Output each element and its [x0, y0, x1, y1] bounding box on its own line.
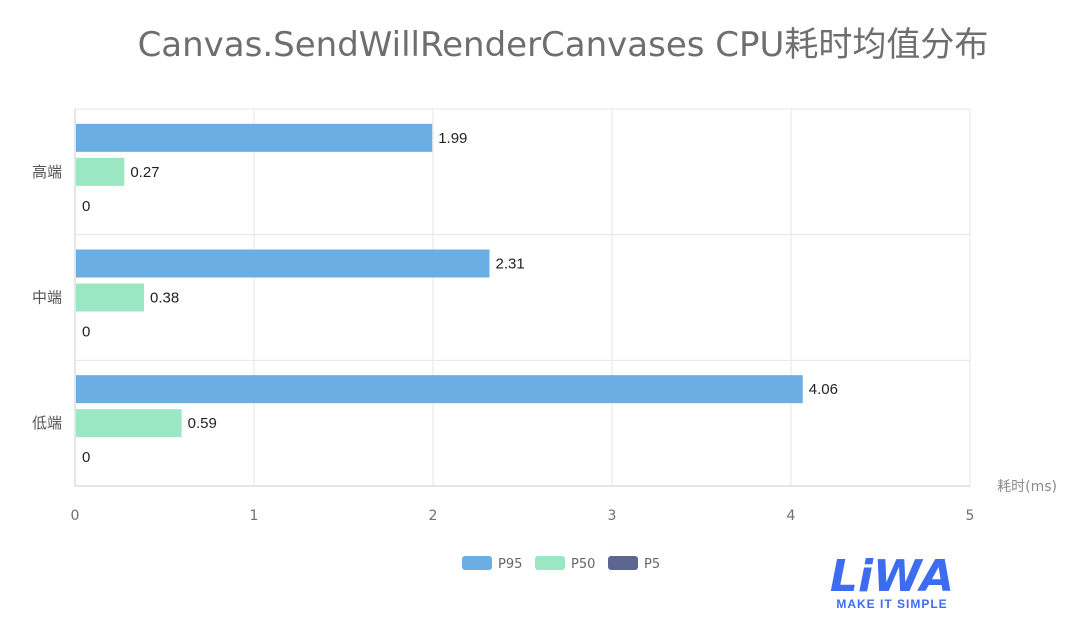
- bar-p95: [76, 123, 433, 152]
- bar-p50: [76, 283, 145, 312]
- legend-label-p95: P95: [498, 557, 522, 572]
- x-tick-label: 3: [608, 508, 617, 524]
- x-axis-unit-label: 耗时(ms): [997, 479, 1057, 495]
- bar-p50: [76, 409, 182, 438]
- x-tick-label: 2: [429, 508, 438, 524]
- data-label: 0: [82, 198, 90, 215]
- category-label: 高端: [32, 163, 62, 181]
- category-label: 中端: [32, 289, 62, 307]
- legend-swatch-p50: [535, 556, 565, 570]
- brand-logo: LiWA MAKE IT SIMPLE: [830, 551, 954, 611]
- data-label: 0: [82, 324, 90, 341]
- data-label: 0.38: [150, 290, 179, 307]
- data-label: 0: [82, 449, 90, 466]
- legend-swatch-p5: [608, 556, 638, 570]
- data-label: 0.27: [130, 164, 159, 181]
- legend: P95 P50 P5: [462, 556, 660, 572]
- data-label: 1.99: [438, 130, 467, 147]
- logo-wordmark: LiWA: [830, 551, 954, 602]
- legend-label-p5: P5: [644, 557, 660, 572]
- bar-p50: [76, 157, 125, 186]
- legend-label-p50: P50: [571, 557, 595, 572]
- bar-p95: [76, 249, 490, 278]
- x-tick-label: 0: [71, 508, 80, 524]
- logo-tagline: MAKE IT SIMPLE: [836, 597, 947, 611]
- legend-swatch-p95: [462, 556, 492, 570]
- data-label: 2.31: [495, 256, 524, 273]
- x-tick-label: 1: [250, 508, 259, 524]
- x-tick-label: 4: [787, 508, 796, 524]
- plot-area: 0 1 2 3 4 5 耗时(ms) 高端 1.99 0.27 0 中端 2.31 0.38 0 低端 4.06…: [32, 108, 1057, 524]
- x-tick-label: 5: [966, 508, 975, 524]
- chart-title: Canvas.SendWillRenderCanvases CPU耗时均值分布: [138, 25, 989, 65]
- category-label: 低端: [32, 414, 62, 432]
- bar-p95: [76, 375, 803, 404]
- data-label: 0.59: [188, 415, 217, 432]
- data-label: 4.06: [809, 381, 838, 398]
